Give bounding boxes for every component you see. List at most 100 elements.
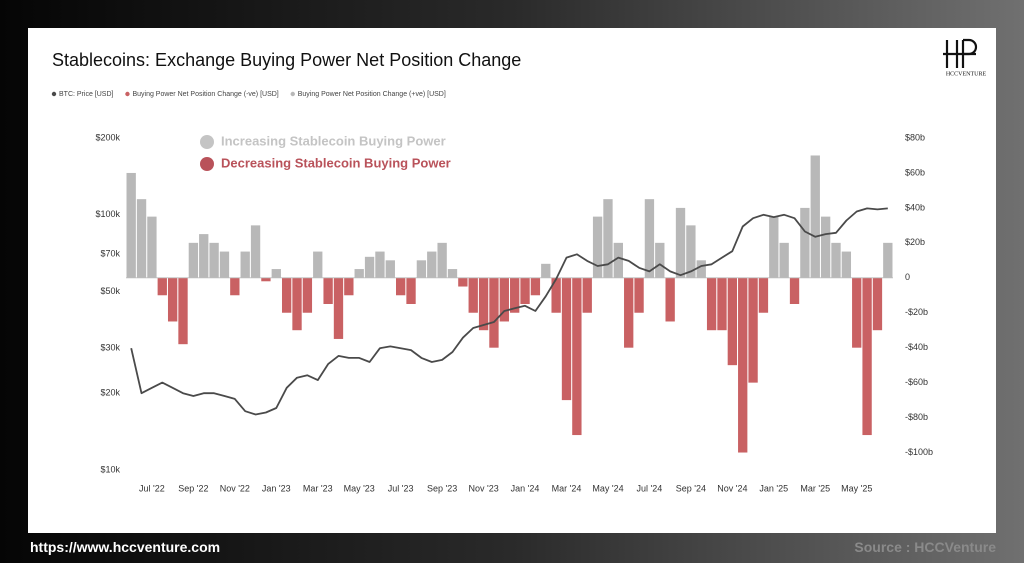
y2-tick-label: -$80b xyxy=(905,412,928,422)
bar xyxy=(717,277,727,331)
bar xyxy=(883,242,893,278)
bar xyxy=(592,216,603,278)
bar xyxy=(551,277,561,313)
y2-tick-label: $60b xyxy=(905,167,925,177)
x-tick-label: Mar '23 xyxy=(303,483,333,493)
y2-tick-label: -$20b xyxy=(905,307,928,317)
bar xyxy=(219,251,230,278)
bar xyxy=(364,256,375,278)
bar xyxy=(769,216,779,278)
bar xyxy=(789,277,800,304)
bar xyxy=(375,251,385,278)
chart: Stablecoins: Exchange Buying Power Net P… xyxy=(51,38,987,493)
bar xyxy=(271,269,281,278)
bar xyxy=(136,199,147,278)
bar xyxy=(489,277,499,348)
bar xyxy=(748,277,758,383)
y-tick-label: $70k xyxy=(100,249,120,259)
bar xyxy=(758,277,769,313)
bar xyxy=(696,260,706,278)
bar xyxy=(354,269,364,278)
bar xyxy=(810,155,820,278)
bar xyxy=(458,277,468,287)
footer-source: Source : HCCVenture xyxy=(854,539,996,555)
x-tick-label: Jul '23 xyxy=(388,483,414,493)
price-line xyxy=(130,207,888,416)
y2-tick-label: -$60b xyxy=(905,377,928,387)
bar xyxy=(644,199,655,278)
logo-text: HCCVENTURE xyxy=(946,71,987,77)
x-tick-label: May '24 xyxy=(592,483,623,493)
chart-title: Stablecoins: Exchange Buying Power Net P… xyxy=(52,50,521,70)
bar xyxy=(510,277,520,313)
bar xyxy=(427,251,437,278)
bar xyxy=(872,277,883,331)
bar xyxy=(541,263,551,278)
bar xyxy=(800,207,810,278)
legend-marker xyxy=(51,91,57,97)
footer-url: https://www.hccventure.com xyxy=(30,539,221,555)
bar xyxy=(582,277,592,313)
bar xyxy=(675,207,686,278)
legend-marker xyxy=(290,91,295,97)
x-tick-label: Mar '24 xyxy=(552,483,582,493)
bar xyxy=(520,277,530,304)
x-tick-label: Jan '24 xyxy=(511,483,540,493)
bar xyxy=(468,277,478,313)
x-tick-label: Jan '23 xyxy=(262,483,291,493)
x-tick-label: May '23 xyxy=(344,483,375,493)
bar xyxy=(396,277,406,296)
logo-mark xyxy=(943,38,978,68)
bar xyxy=(499,277,509,322)
x-tick-label: Mar '25 xyxy=(800,483,830,493)
x-tick-label: Nov '22 xyxy=(220,483,250,493)
bar xyxy=(738,277,748,453)
bar xyxy=(261,277,271,282)
x-tick-label: May '25 xyxy=(841,483,872,493)
annotation: Decreasing Stablecoin Buying Power xyxy=(221,155,451,170)
x-tick-label: Nov '24 xyxy=(717,483,747,493)
bar xyxy=(188,242,199,278)
x-tick-label: Jan '25 xyxy=(759,483,788,493)
legend-label: Buying Power Net Position Change (-ve) [… xyxy=(132,91,278,98)
bar xyxy=(167,277,178,322)
annotation: Increasing Stablecoin Buying Power xyxy=(221,133,446,148)
bar xyxy=(209,242,219,278)
x-tick-label: Sep '24 xyxy=(676,483,706,493)
bar xyxy=(779,242,789,278)
bar xyxy=(686,225,696,278)
y2-tick-label: -$100b xyxy=(905,447,933,457)
bar xyxy=(344,277,354,296)
x-tick-label: Sep '23 xyxy=(427,483,457,493)
bar xyxy=(292,277,302,331)
bar xyxy=(147,216,157,278)
bar xyxy=(406,277,416,304)
bar xyxy=(706,277,717,331)
annotation-marker xyxy=(200,135,214,149)
bar xyxy=(820,216,831,278)
y2-tick-label: $20b xyxy=(905,237,925,247)
bar xyxy=(313,251,323,278)
legend-label: BTC: Price [USD] xyxy=(59,91,114,98)
bar xyxy=(841,251,852,278)
bar xyxy=(561,277,572,401)
x-tick-label: Jul '24 xyxy=(637,483,663,493)
bar xyxy=(385,260,395,278)
bar xyxy=(862,277,872,436)
bar xyxy=(157,277,167,296)
bar xyxy=(126,172,136,278)
bar xyxy=(572,277,582,436)
legend-marker xyxy=(125,91,130,97)
chart-card: Stablecoins: Exchange Buying Power Net P… xyxy=(28,28,996,533)
bar xyxy=(437,242,447,278)
y-tick-label: $200k xyxy=(95,132,120,142)
bar xyxy=(281,277,292,313)
bar xyxy=(655,242,665,278)
x-tick-label: Jul '22 xyxy=(139,483,165,493)
bar xyxy=(416,260,427,278)
annotation-marker xyxy=(200,157,214,171)
y2-tick-label: 0 xyxy=(905,272,910,282)
bar xyxy=(302,277,313,313)
bar xyxy=(634,277,644,313)
